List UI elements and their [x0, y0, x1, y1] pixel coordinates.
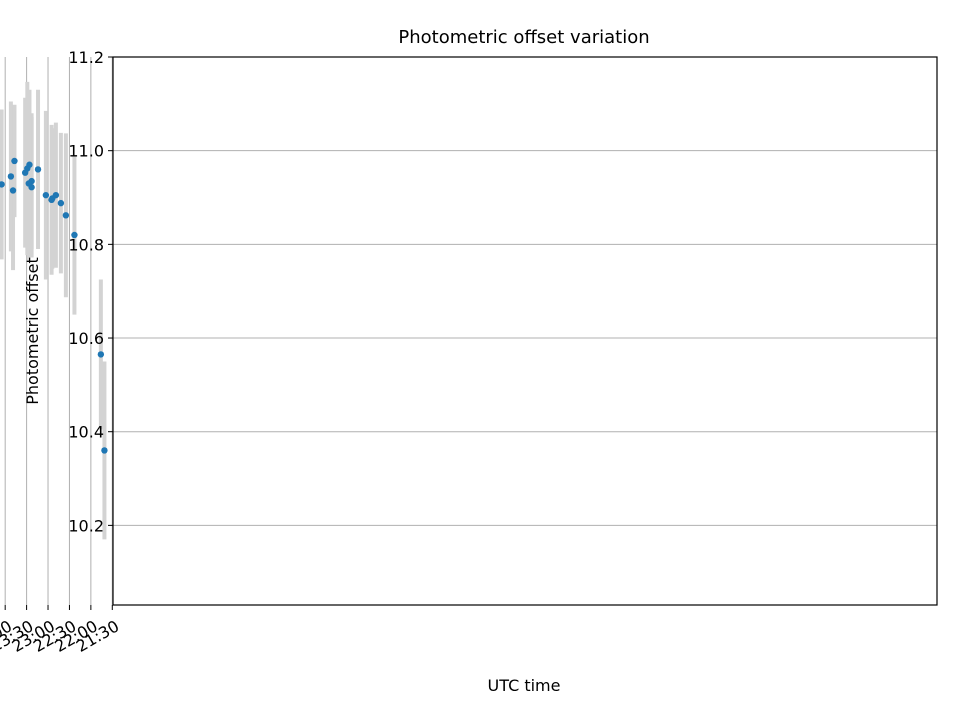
data-point	[57, 199, 65, 207]
y-tick-label: 10.4	[68, 423, 104, 442]
y-tick-label: 10.2	[68, 516, 104, 535]
data-point	[71, 231, 78, 239]
x-axis-label: UTC time	[488, 676, 561, 695]
data-point	[97, 351, 105, 358]
point-layer	[0, 157, 108, 454]
y-axis: 10.2 10.4 10.6 10.8 11.0 11.2	[68, 48, 113, 535]
data-point	[48, 196, 55, 204]
plot-frame	[112, 56, 938, 606]
chart-title: Photometric offset variation	[398, 27, 649, 48]
data-point	[7, 173, 15, 180]
data-point	[11, 157, 18, 165]
y-tick-label: 11.0	[68, 142, 104, 161]
data-point	[42, 191, 50, 199]
grid-layer	[4, 56, 937, 605]
y-axis-label: Photometric offset	[23, 257, 42, 405]
y-tick-label: 10.8	[68, 235, 104, 254]
data-point	[101, 447, 108, 454]
data-point	[0, 181, 5, 188]
data-point	[9, 187, 17, 194]
x-axis: 21:3022:0022:3023:0023:3000:0000:3001:00…	[0, 605, 122, 656]
y-tick-label: 11.2	[68, 48, 104, 67]
data-point	[34, 166, 42, 173]
data-point	[62, 212, 70, 219]
y-tick-label: 10.6	[68, 329, 104, 348]
data-point	[25, 180, 32, 187]
data-point	[21, 169, 29, 176]
